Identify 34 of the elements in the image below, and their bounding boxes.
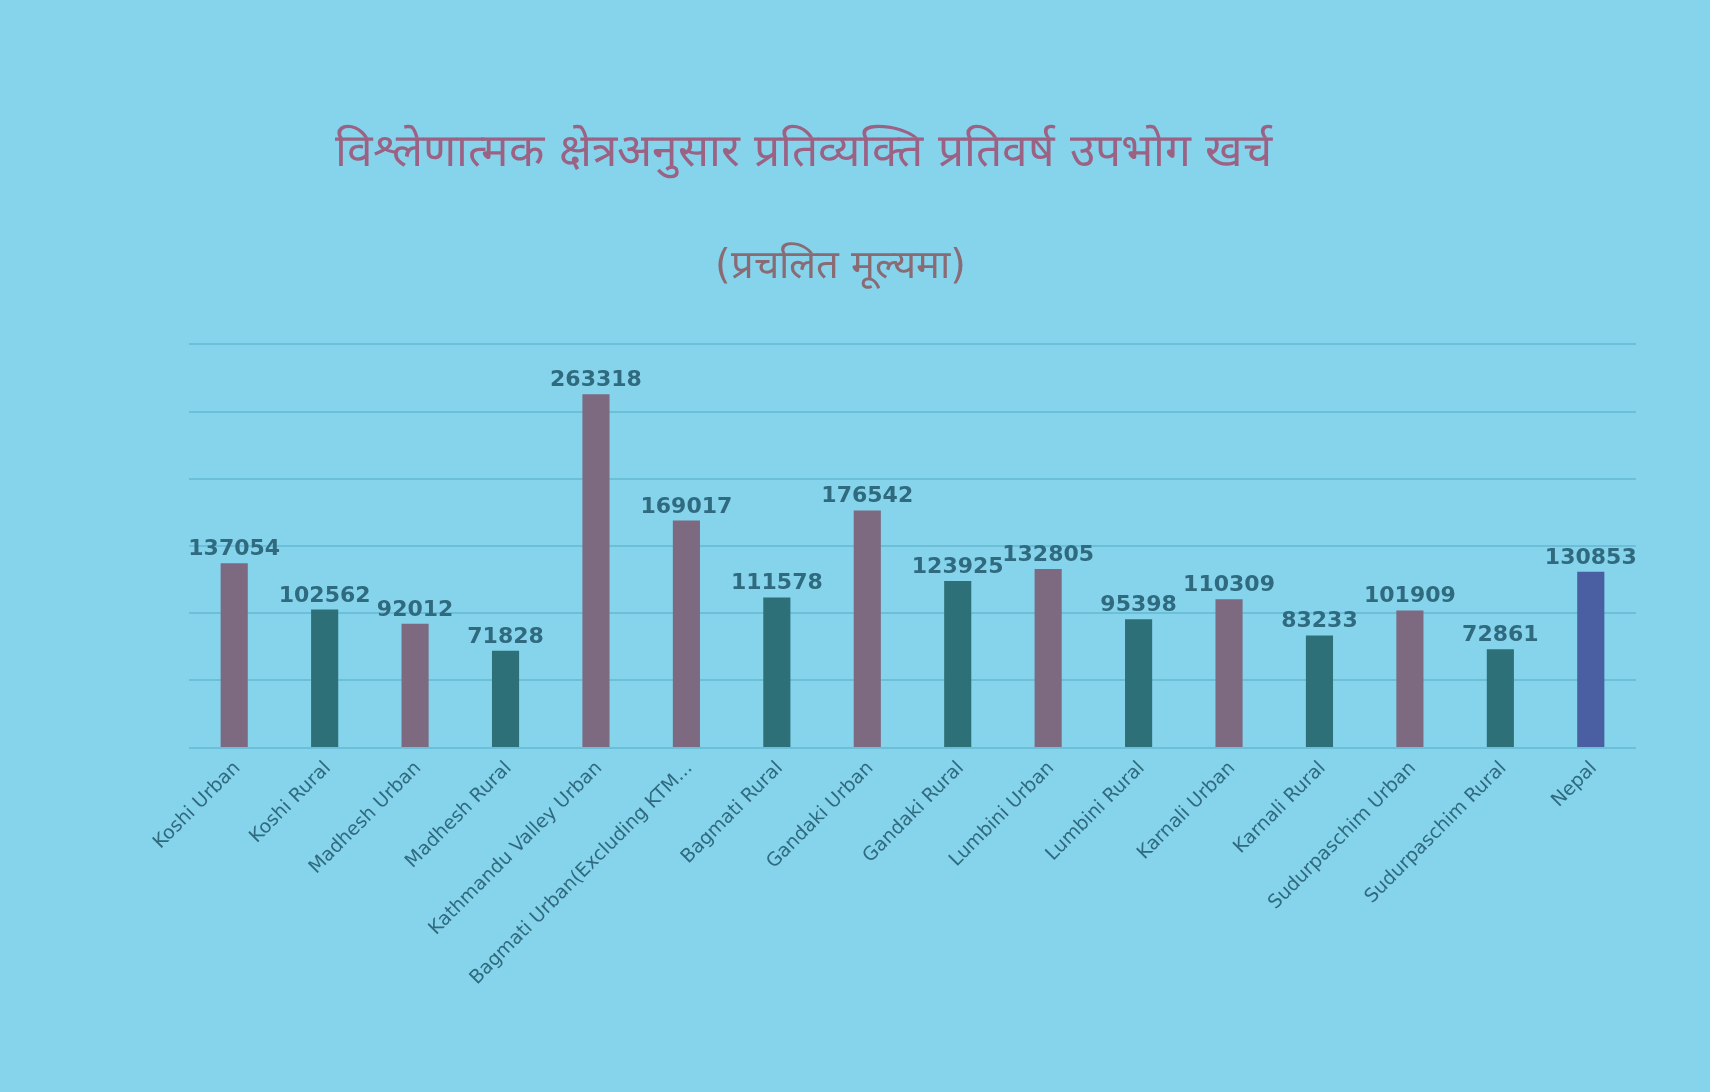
bar [944,580,972,747]
bar [401,623,429,747]
data-label: 101909 [1363,582,1456,608]
data-label: 263318 [550,366,642,392]
bar [672,520,700,747]
bar [220,563,248,747]
data-label: 92012 [376,595,454,621]
bar [763,597,791,747]
data-label: 123925 [911,552,1004,578]
bar [1034,569,1062,747]
bar [1577,571,1605,747]
bar [582,394,610,747]
bar [1215,599,1243,747]
data-label: 132805 [1002,541,1095,567]
data-label: 111578 [730,569,823,595]
bar [1305,635,1334,747]
data-label: 169017 [640,492,733,518]
data-label: 102562 [278,581,371,607]
bar [491,650,520,747]
bar [853,510,881,747]
data-label: 71828 [467,622,544,648]
bar [311,609,339,747]
data-label: 83233 [1281,607,1358,633]
bar [1486,649,1514,747]
chart-title: विश्लेणात्मक क्षेत्रअनुसार प्रतिव्यक्ति प्रतिवर्ष उपभोग खर्च [335,123,1274,180]
bar [1396,610,1424,747]
chart-subtitle: (प्रचलित मूल्यमा) [715,241,966,289]
bar [1125,619,1153,747]
data-label: 176542 [821,482,914,508]
data-label: 130853 [1544,543,1637,569]
data-label: 110309 [1183,571,1275,597]
data-label: 95398 [1100,591,1177,617]
data-label: 137054 [188,535,281,561]
data-label: 72861 [1462,621,1539,647]
